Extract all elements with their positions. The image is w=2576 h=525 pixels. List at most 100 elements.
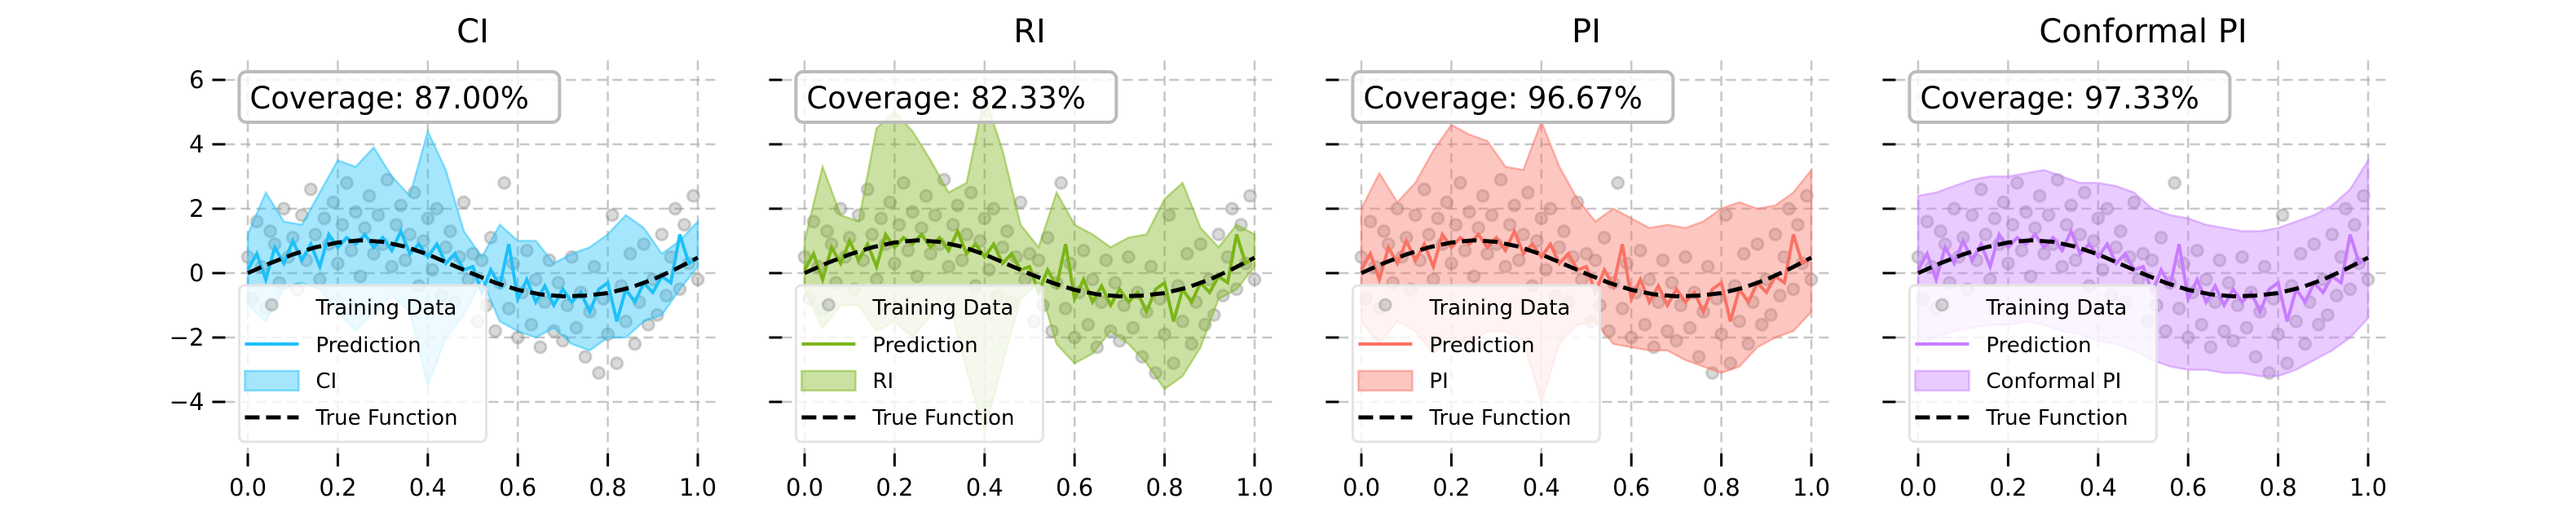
true-function-line: [246, 238, 699, 298]
training-point: [901, 243, 915, 258]
training-point: [1067, 330, 1082, 345]
training-point: [820, 224, 835, 239]
training-point: [1054, 175, 1069, 190]
training-point: [394, 198, 408, 213]
training-point: [955, 253, 969, 267]
training-point: [533, 340, 548, 355]
training-point: [999, 224, 1014, 239]
subplot-conformal-pi: Conformal PI 0.0 0.2 0.4 0.6 0.8 1.0 Coverage: …: [1882, 13, 2391, 501]
training-point: [1099, 253, 1114, 267]
legend: Training Data Prediction PI True Function: [1351, 284, 1601, 443]
training-point: [497, 175, 512, 190]
training-point: [2168, 175, 2182, 190]
legend-label-prediction: Prediction: [872, 333, 977, 358]
training-point: [1058, 301, 1073, 315]
coverage-text: Coverage: 87.00%: [249, 81, 529, 116]
training-point: [403, 227, 417, 242]
training-point: [1022, 246, 1037, 261]
training-point: [344, 243, 359, 258]
x-tick-label: 0.2: [1989, 474, 2027, 501]
training-point: [1507, 198, 1522, 213]
legend: Training Data Prediction CI True Function: [237, 284, 487, 443]
legend-label-prediction: Prediction: [1429, 333, 1534, 358]
training-point: [2064, 198, 2079, 213]
training-point: [1965, 208, 1979, 223]
training-point: [2194, 317, 2209, 332]
legend-label-training-data: Training Data: [871, 296, 1013, 320]
training-point: [2005, 218, 2020, 232]
training-point: [1422, 227, 1436, 242]
training-point: [1790, 218, 1805, 232]
legend-box: [1908, 284, 2158, 443]
training-point: [1763, 307, 1778, 322]
training-point: [910, 269, 924, 284]
training-point: [1987, 211, 2002, 226]
training-point: [2338, 201, 2353, 216]
x-tick-label: 0.6: [499, 474, 536, 501]
training-point: [2356, 188, 2371, 203]
training-point: [1498, 259, 1513, 274]
training-point: [380, 172, 395, 187]
training-point: [1700, 259, 1715, 274]
training-point: [1076, 243, 1091, 258]
training-point: [951, 198, 965, 213]
training-point: [1467, 269, 1481, 284]
training-point: [892, 218, 906, 232]
coverage-box: [794, 70, 1118, 124]
training-point: [569, 320, 584, 335]
training-point: [1031, 253, 1046, 267]
training-point: [362, 188, 377, 203]
training-point: [1683, 320, 1697, 335]
training-point: [1543, 201, 1558, 216]
training-point: [1242, 188, 1257, 203]
training-point: [330, 256, 345, 271]
training-point: [1534, 211, 1549, 226]
training-point: [2271, 327, 2286, 342]
training-point: [1978, 227, 1993, 242]
training-point: [528, 272, 543, 287]
legend-box: [794, 284, 1044, 443]
training-point: [2203, 340, 2218, 355]
training-point: [1786, 282, 1801, 297]
training-point: [637, 236, 651, 251]
training-point: [263, 224, 278, 239]
training-point: [2221, 276, 2236, 290]
training-point: [578, 350, 593, 364]
training-point: [2199, 272, 2213, 287]
training-point: [2100, 201, 2115, 216]
training-point: [2055, 259, 2070, 274]
training-point: [2154, 231, 2168, 245]
training-point: [430, 201, 444, 216]
training-point: [1799, 188, 1814, 203]
training-point: [335, 218, 350, 232]
training-point: [1408, 208, 1423, 223]
training-point: [2190, 243, 2204, 258]
training-point: [2307, 236, 2322, 251]
training-point: [326, 195, 341, 210]
training-point: [1126, 320, 1140, 335]
y-tick-label: −2: [170, 324, 205, 351]
training-point: [2023, 269, 2038, 284]
training-point: [2343, 282, 2358, 297]
x-tick-label: 0.8: [589, 474, 627, 501]
prediction-line: [1360, 227, 1813, 322]
training-point: [2127, 195, 2142, 210]
x-tick-label: 0.2: [876, 474, 913, 501]
x-tick-label: 1.0: [1793, 474, 1830, 501]
training-point: [977, 211, 992, 226]
training-point: [1588, 253, 1603, 267]
subplot-title: PI: [1572, 13, 1601, 51]
training-point: [668, 201, 682, 216]
training-point: [1167, 356, 1181, 371]
training-point: [623, 246, 637, 261]
x-tick-label: 0.2: [1432, 474, 1470, 501]
subplot-ri: RI 0.0 0.2 0.4 0.6 0.8 1.0 Coverage: 82.33% Trai…: [769, 13, 1277, 501]
training-point: [1665, 276, 1679, 290]
training-point: [2041, 208, 2056, 223]
training-point: [1538, 262, 1553, 277]
training-point: [348, 205, 363, 219]
legend-label-training-data: Training Data: [1428, 296, 1570, 320]
training-point: [542, 253, 557, 267]
training-point: [2293, 246, 2308, 261]
